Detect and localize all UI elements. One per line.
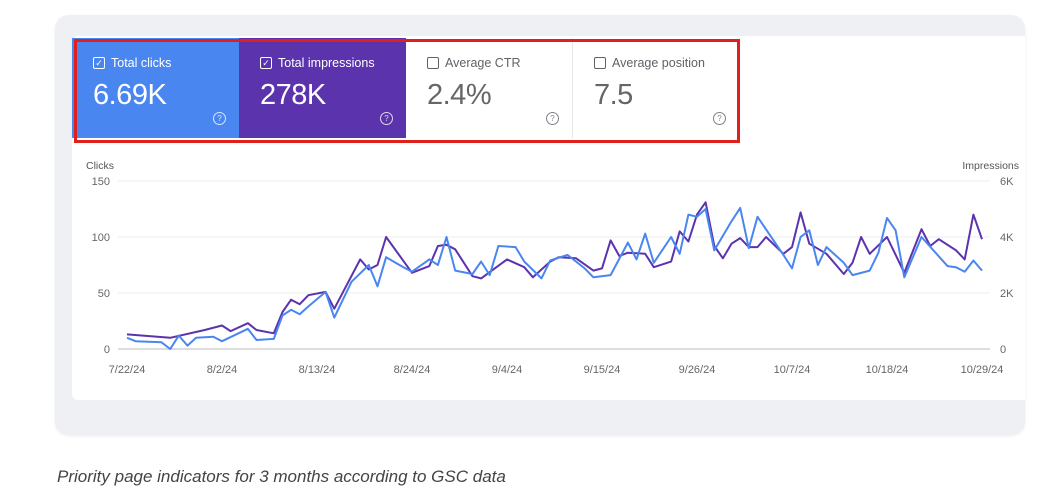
y-tick-left: 100 — [92, 232, 110, 244]
scorecard-value: 278K — [260, 79, 326, 111]
y-tick-right: 2K — [1000, 288, 1014, 300]
help-icon[interactable]: ? — [546, 112, 559, 125]
x-tick: 10/7/24 — [774, 364, 811, 376]
x-tick: 9/4/24 — [492, 364, 523, 376]
help-icon[interactable]: ? — [713, 112, 726, 125]
y-axis-right-title: Impressions — [962, 160, 1019, 172]
performance-chart: Clicks Impressions 0 0 50 2K 100 4K 150 6K 7/22/… — [86, 160, 1019, 376]
scorecard-label: Total clicks — [111, 56, 172, 70]
x-tick: 9/15/24 — [584, 364, 621, 376]
scorecard-label: Average position — [612, 56, 705, 70]
scorecard-total-impressions[interactable]: ✓ Total impressions 278K ? — [239, 38, 406, 138]
help-icon[interactable]: ? — [380, 112, 393, 125]
y-tick-left: 150 — [92, 176, 110, 188]
scorecards: ✓ Total clicks 6.69K ? ✓ Total impressions… — [72, 38, 740, 138]
scorecard-average-position[interactable]: Average position 7.5 ? — [573, 38, 740, 138]
help-icon[interactable]: ? — [213, 112, 226, 125]
y-tick-left: 0 — [104, 344, 110, 356]
x-tick: 9/26/24 — [679, 364, 716, 376]
x-tick: 10/29/24 — [961, 364, 1004, 376]
scorecard-label: Total impressions — [278, 56, 375, 70]
scorecard-total-clicks[interactable]: ✓ Total clicks 6.69K ? — [72, 38, 239, 138]
checkbox-checked-icon[interactable]: ✓ — [93, 57, 105, 69]
scorecard-value: 7.5 — [594, 79, 633, 111]
checkbox-checked-icon[interactable]: ✓ — [260, 57, 272, 69]
x-tick: 10/18/24 — [866, 364, 909, 376]
x-tick: 8/2/24 — [207, 364, 238, 376]
x-tick: 8/13/24 — [299, 364, 336, 376]
figure-caption: Priority page indicators for 3 months ac… — [57, 467, 506, 486]
checkbox-unchecked-icon[interactable] — [594, 57, 606, 69]
scorecard-average-ctr[interactable]: Average CTR 2.4% ? — [406, 38, 573, 138]
scorecard-label: Average CTR — [445, 56, 521, 70]
x-tick: 7/22/24 — [109, 364, 146, 376]
x-tick: 8/24/24 — [394, 364, 431, 376]
scorecard-value: 6.69K — [93, 79, 167, 111]
y-tick-right: 4K — [1000, 232, 1014, 244]
scorecard-value: 2.4% — [427, 79, 492, 111]
y-axis-left-title: Clicks — [86, 160, 114, 172]
series-line-impressions — [126, 201, 983, 339]
y-tick-right: 0 — [1000, 344, 1006, 356]
highlight-box — [74, 39, 740, 143]
y-tick-right: 6K — [1000, 176, 1014, 188]
checkbox-unchecked-icon[interactable] — [427, 57, 439, 69]
y-tick-left: 50 — [98, 288, 110, 300]
